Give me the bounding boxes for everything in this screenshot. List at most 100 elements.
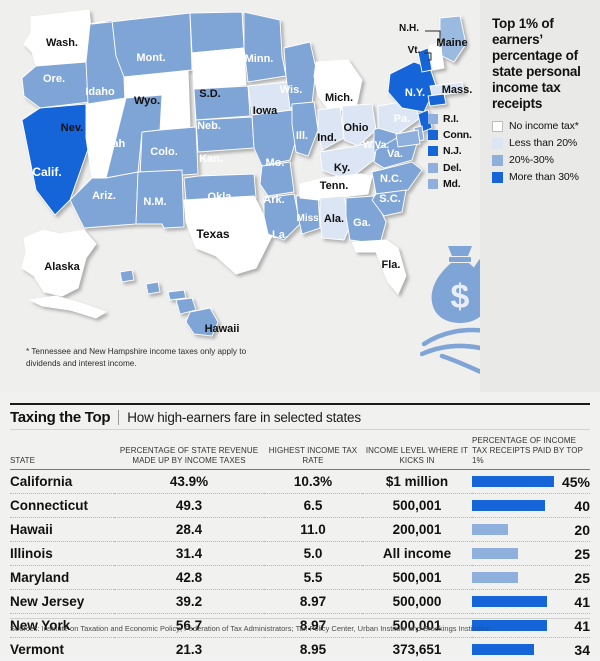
cell-top1-pct: 40 [472,494,590,518]
cell-revenue-pct: 28.4 [114,518,264,542]
legend-item-label: More than 30% [509,171,579,183]
top1-bar-value: 25 [568,546,590,562]
cell-state: Illinois [10,542,114,566]
state-kansas [196,117,254,152]
cell-state: Maryland [10,566,114,590]
sources-note: Sources: Institute on Taxation and Econo… [10,624,590,633]
state-southdakota [192,48,246,89]
col-header-income-level: INCOME LEVEL WHERE IT KICKS IN [362,436,472,470]
cell-top1-pct: 25 [472,566,590,590]
cell-top1-pct: 20 [472,518,590,542]
cell-top1-pct: 45% [472,470,590,494]
callout-color-swatch [428,114,438,124]
cell-top-rate: 10.3% [264,470,362,494]
cell-revenue-pct: 31.4 [114,542,264,566]
callout-label: Md. [443,178,460,190]
cell-income-level: 500,001 [362,494,472,518]
cell-revenue-pct: 39.2 [114,590,264,614]
cell-income-level: 500,000 [362,590,472,614]
bar-cell-inner: 20 [472,522,590,538]
cell-top-rate: 5.5 [264,566,362,590]
state-missouri [252,110,296,166]
legend-item: More than 30% [492,171,598,183]
cell-income-level: 500,001 [362,566,472,590]
table-subtitle: How high-earners fare in selected states [127,410,361,425]
callout-label: Conn. [443,129,472,141]
bar-cell-inner: 25 [472,570,590,586]
cell-state: Vermont [10,638,114,661]
cell-revenue-pct: 21.3 [114,638,264,661]
legend-item: Less than 20% [492,137,598,149]
sources-divider [10,618,590,619]
top1-bar [472,476,554,487]
bar-cell-inner: 45% [472,474,590,490]
cell-revenue-pct: 43.9% [114,470,264,494]
legend-item-label: No income tax* [509,120,579,132]
state-iowa [248,82,292,115]
cell-top1-pct: 41 [472,590,590,614]
legend-color-swatch [492,138,503,149]
cell-income-level: $1 million [362,470,472,494]
cell-state: New Jersey [10,590,114,614]
top1-bar [472,572,518,583]
col-header-revenue-pct: PERCENTAGE OF STATE REVENUE MADE UP BY I… [114,436,264,470]
state-newmexico [136,170,184,228]
callout-color-swatch [428,179,438,189]
cell-state: California [10,470,114,494]
cell-income-level: 200,001 [362,518,472,542]
callout-color-swatch [428,146,438,156]
col-header-top1-pct: PERCENTAGE OF INCOME TAX RECEIPTS PAID B… [472,436,590,470]
legend-item-label: Less than 20% [509,137,577,149]
cell-top-rate: 11.0 [264,518,362,542]
bar-cell-inner: 40 [472,498,590,514]
state-wisconsin [284,42,316,108]
state-arkansas [260,162,294,196]
col-header-top-rate: HIGHEST INCOME TAX RATE [264,436,362,470]
col-header-state: STATE [10,436,114,470]
cell-state: Connecticut [10,494,114,518]
table-title: Taxing the Top [10,409,110,426]
table-panel: Taxing the Top How high-earners fare in … [0,392,600,656]
state-hawaii-molokai [168,290,186,300]
cell-top1-pct: 25 [472,542,590,566]
table-header-row: STATE PERCENTAGE OF STATE REVENUE MADE U… [10,436,590,470]
cell-revenue-pct: 42.8 [114,566,264,590]
bar-cell-inner: 41 [472,594,590,610]
legend-item: No income tax* [492,120,598,132]
callout-color-swatch [428,163,438,173]
state-alabama [320,196,350,240]
cell-revenue-pct: 49.3 [114,494,264,518]
cell-top-rate: 5.0 [264,542,362,566]
legend-title: Top 1% of earners’ percentage of state p… [492,16,592,112]
top1-bar-value: 20 [568,522,590,538]
cell-top-rate: 8.97 [264,590,362,614]
cell-top-rate: 6.5 [264,494,362,518]
cell-income-level: All income [362,542,472,566]
top1-bar [472,524,508,535]
state-nebraska [194,86,250,120]
top1-bar-value: 41 [568,594,590,610]
cell-state: Hawaii [10,518,114,542]
callout-label: N.J. [443,145,461,157]
state-connecticut-shape [428,94,446,106]
callout-label: R.I. [443,113,459,125]
bar-cell-inner: 34 [472,642,590,658]
legend-item-label: 20%-30% [509,154,554,166]
legend-color-swatch [492,121,503,132]
top1-bar [472,500,545,511]
svg-text:$: $ [451,278,470,316]
legend-color-swatch [492,155,503,166]
legend-items: No income tax* Less than 20% 20%-30% More t… [492,120,598,188]
state-oregon [22,62,90,108]
bar-cell-inner: 25 [472,546,590,562]
map-footnote: * Tennessee and New Hampshire income tax… [26,346,266,369]
state-minnesota [244,12,286,82]
top1-bar [472,548,518,559]
